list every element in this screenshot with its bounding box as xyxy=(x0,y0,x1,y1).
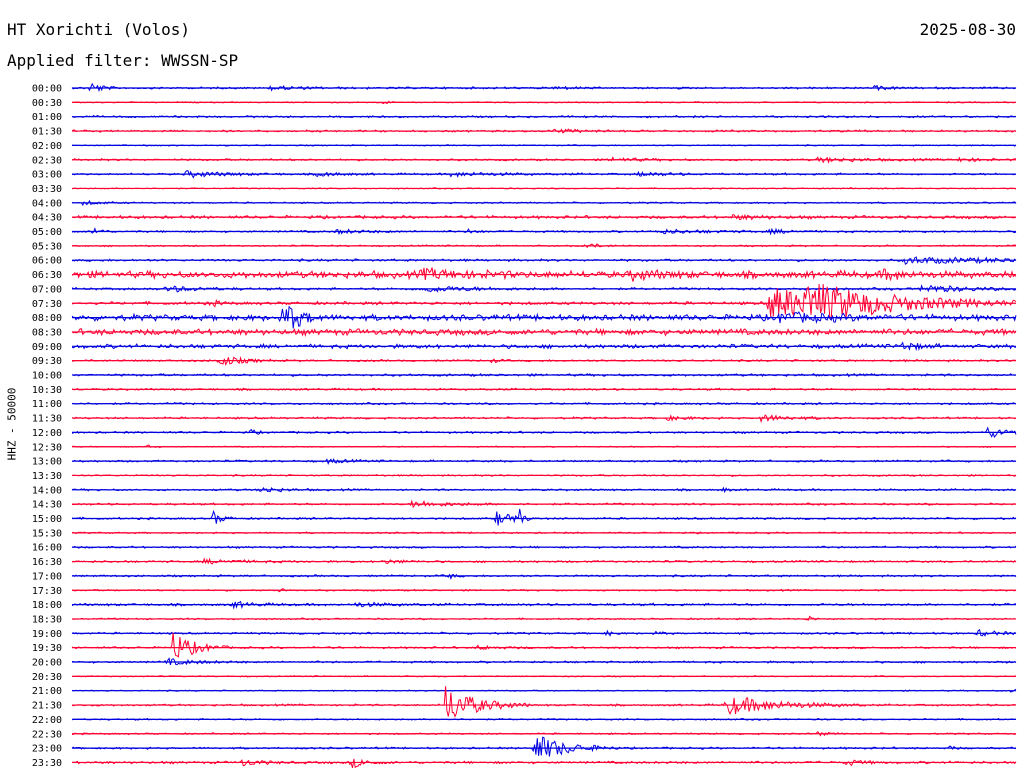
row-time-label: 13:00 xyxy=(32,457,62,468)
row-time-label: 05:00 xyxy=(32,227,62,238)
row-time-label: 00:30 xyxy=(32,98,62,109)
seismic-trace-1500 xyxy=(71,508,1017,526)
row-time-label: 07:00 xyxy=(32,284,62,295)
row-time-label: 05:30 xyxy=(32,241,62,252)
row-time-label: 01:30 xyxy=(32,127,62,138)
row-time-label: 21:30 xyxy=(32,701,62,712)
row-time-label: 02:30 xyxy=(32,155,62,166)
seismic-trace-1830 xyxy=(71,615,1017,621)
row-time-label: 14:30 xyxy=(32,500,62,511)
row-time-label: 18:00 xyxy=(32,600,62,611)
row-time-label: 16:00 xyxy=(32,543,62,554)
row-time-label: 18:30 xyxy=(32,614,62,625)
row-time-label: 09:00 xyxy=(32,342,62,353)
row-time-label: 23:30 xyxy=(32,758,62,769)
row-time-label: 10:30 xyxy=(32,385,62,396)
filter-label: Applied filter: WWSSN-SP xyxy=(7,51,239,70)
row-time-label: 13:30 xyxy=(32,471,62,482)
trace-rows: 00:00 00:30 01:00 01:30 02:00 02:30 03:00 03:30… xyxy=(32,82,1017,769)
row-time-label: 07:30 xyxy=(32,299,62,310)
row-time-label: 10:00 xyxy=(32,371,62,382)
date-label: 2025-08-30 xyxy=(919,20,1016,39)
row-time-label: 19:30 xyxy=(32,643,62,654)
row-time-label: 03:00 xyxy=(32,170,62,181)
seismic-trace-2300 xyxy=(71,736,1017,757)
row-time-label: 22:00 xyxy=(32,715,62,726)
row-time-label: 17:00 xyxy=(32,571,62,582)
row-time-label: 21:00 xyxy=(32,686,62,697)
row-time-label: 08:00 xyxy=(32,313,62,324)
row-time-label: 02:00 xyxy=(32,141,62,152)
row-time-label: 11:30 xyxy=(32,414,62,425)
seismic-trace-1930 xyxy=(71,632,1017,658)
row-time-label: 20:00 xyxy=(32,658,62,669)
row-time-label: 06:30 xyxy=(32,270,62,281)
row-time-label: 14:00 xyxy=(32,485,62,496)
seismic-trace-0000 xyxy=(71,82,1017,93)
row-time-label: 12:00 xyxy=(32,428,62,439)
seismic-trace-1700 xyxy=(71,573,1017,581)
row-time-label: 08:30 xyxy=(32,327,62,338)
row-time-label: 01:00 xyxy=(32,112,62,123)
row-time-label: 17:30 xyxy=(32,586,62,597)
row-time-label: 15:00 xyxy=(32,514,62,525)
row-time-label: 03:30 xyxy=(32,184,62,195)
row-time-label: 11:00 xyxy=(32,399,62,410)
row-time-label: 04:00 xyxy=(32,198,62,209)
row-time-label: 23:00 xyxy=(32,744,62,755)
row-time-label: 22:30 xyxy=(32,729,62,740)
row-time-label: 04:30 xyxy=(32,213,62,224)
row-time-label: 15:30 xyxy=(32,528,62,539)
row-time-label: 00:00 xyxy=(32,84,62,95)
row-time-label: 16:30 xyxy=(32,557,62,568)
row-time-label: 06:00 xyxy=(32,256,62,267)
seismic-trace-2330 xyxy=(71,758,1017,769)
row-time-label: 09:30 xyxy=(32,356,62,367)
row-time-label: 12:30 xyxy=(32,442,62,453)
station-title: HT Xorichti (Volos) xyxy=(7,20,191,39)
row-time-label: 19:00 xyxy=(32,629,62,640)
row-time-label: 20:30 xyxy=(32,672,62,683)
